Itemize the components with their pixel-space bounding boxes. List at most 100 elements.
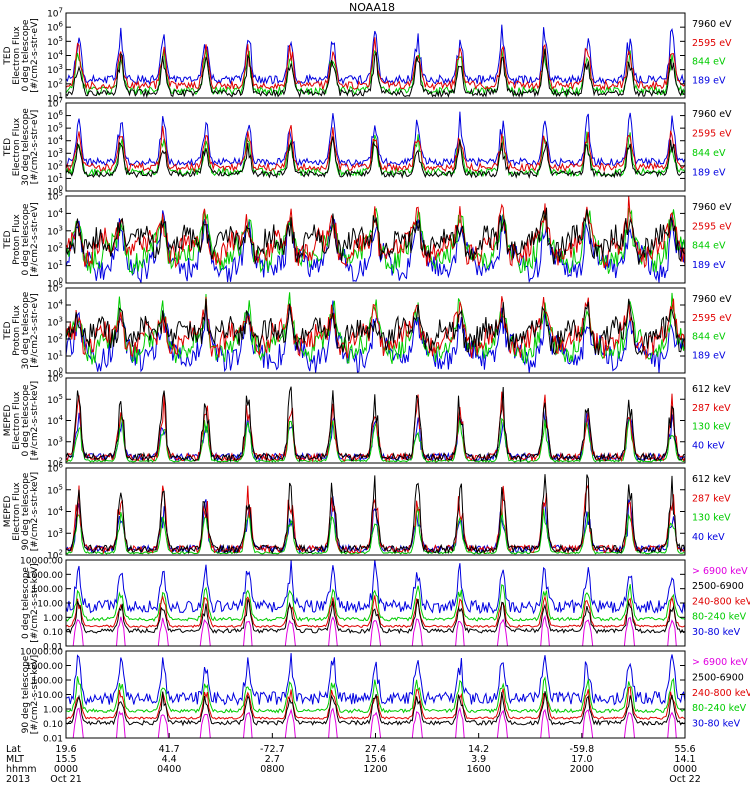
y-axis-label-line: TED [3,46,13,65]
y-tick-label: 106 [47,109,63,122]
legend-entry: 130 keV [692,513,731,524]
series-trace [65,559,686,615]
y-tick-label: 1.00 [43,614,63,624]
series-trace [65,676,686,714]
x-tick-label: 14.2 [468,744,489,755]
panel-legend: 612 keV 287 keV 130 keV 40 keV [692,384,731,451]
series-trace [65,298,686,356]
x-tick-label: 4.4 [162,754,177,765]
legend-entry: 30-80 keV [692,719,741,730]
y-axis-label: TEDElectron Flux30 deg telescope[#/cm2-s… [3,108,40,186]
legend-entry: 2595 eV [692,313,732,324]
legend-entry: > 6900 keV [692,566,748,577]
y-axis-label-line: TED [3,321,13,340]
legend-entry: 844 eV [692,332,726,343]
y-axis-label-line: 0 deg telescope [21,203,31,275]
series-trace [65,296,686,360]
panel-traces [65,474,686,555]
panel-legend: 612 keV 287 keV 130 keV 40 keV [692,474,731,543]
y-tick-label: 102 [47,549,63,562]
y-tick-label: 103 [47,63,63,76]
y-axis-label-line: Electron Flux [12,391,22,450]
panel-frame [65,287,686,374]
legend-entry: 7960 eV [692,109,732,120]
series-trace [65,414,686,463]
x-tick-label: 19.6 [55,744,76,755]
panel-legend: > 6900 keV 2500-6900 240-800 keV 80-240 keV… [692,657,750,730]
y-axis-label-line: 30 deg telescope [21,291,31,369]
y-tick-label: 107 [47,97,63,110]
y-axis-label-line: 0 deg telescope [21,19,31,91]
y-tick-label: 102 [47,242,63,255]
x-tick-label: Oct 21 [50,774,82,785]
y-axis-label-line: [#/cm2-s-str-keV] [30,655,40,734]
legend-entry: 40 keV [692,532,725,543]
y-axis-label-line: Electron Flux [12,482,22,541]
series-trace [65,584,686,622]
y-tick-label: 1000.00 [26,571,63,581]
legend-entry: 2500-6900 [692,581,744,592]
y-axis-label: 90 deg telescope[#/cm2-s-str-keV] [21,655,40,734]
legend-entry: 40 keV [692,440,725,451]
panel-legend: 7960 eV 2595 eV 844 eV 189 eV [692,109,732,179]
y-axis-label: 0 deg telescope[#/cm2-s-str-keV] [21,563,40,642]
legend-entry: 240-800 keV [692,596,750,607]
y-axis-label-line: [#/cm2-s-str-eV] [30,18,40,93]
series-trace [65,125,686,173]
x-tick-label: 14.1 [674,754,695,765]
y-axis-label-line: [#/cm2-s-str-keV] [30,381,40,460]
y-axis-label-line: [#/cm2-s-str-eV] [30,110,40,185]
y-tick-label: 0.10 [43,628,63,638]
panel-meped-e-0: 102 103 104 105 106 MEPEDElectron Flux0 deg t… [3,372,731,470]
x-tick-label: -59.8 [570,744,595,755]
y-tick-label: 103 [47,435,63,448]
x-row-label: hhmm [6,764,37,775]
y-tick-label: 101 [47,259,63,272]
y-tick-label: 1.00 [43,706,63,716]
y-tick-label: 1000.00 [26,662,63,672]
legend-entry: 844 eV [692,148,726,159]
y-tick-label: 105 [47,282,63,295]
y-axis-label: MEPEDElectron Flux90 deg telescope[#/cm2… [3,472,40,551]
series-trace [65,111,686,168]
legend-entry: 189 eV [692,260,726,271]
legend-entry: 2595 eV [692,221,732,232]
panel-frame [65,102,686,192]
y-axis-label-line: Electron Flux [12,26,22,85]
y-tick-label: 102 [47,159,63,172]
x-tick-label: 0400 [157,764,181,775]
x-row-label: Lat [6,744,21,755]
y-tick-label: 105 [47,122,63,135]
y-axis-label-line: [#/cm2-s-str-eV] [30,293,40,368]
y-tick-label: 103 [47,527,63,540]
series-trace [65,386,686,463]
panel-traces [65,111,686,179]
x-tick-label: 27.4 [365,744,386,755]
y-tick-label: 106 [47,462,63,475]
y-axis-label-line: 30 deg telescope [21,108,31,186]
panel-ted-p-0: 100 101 102 103 104 105 TEDProton Flux0 deg te… [3,190,732,290]
legend-entry: 612 keV [692,474,731,485]
panel-legend: 7960 eV 2595 eV 844 eV 189 eV [692,294,732,361]
series-trace [65,24,686,86]
series-trace [65,653,686,706]
legend-entry: 189 eV [692,168,726,179]
y-tick-label: 10.00 [37,600,63,610]
legend-entry: 2595 eV [692,38,732,49]
y-tick-label: 10000.00 [20,557,63,567]
y-tick-label: 100 [47,185,63,198]
y-axis-label-line: MEPED [3,405,13,437]
series-trace [65,37,686,91]
y-axis-label-line: [#/cm2-s-str-keV] [30,563,40,642]
panel-legend: 7960 eV 2595 eV 844 eV 189 eV [692,19,732,86]
y-axis-label-line: Proton Flux [12,305,22,356]
legend-entry: 287 keV [692,493,731,504]
y-tick-label: 103 [47,147,63,160]
y-tick-label: 105 [47,190,63,203]
y-tick-label: 0.01 [43,643,63,653]
y-axis-label-line: 90 deg telescope [21,655,31,733]
series-trace [65,598,686,635]
